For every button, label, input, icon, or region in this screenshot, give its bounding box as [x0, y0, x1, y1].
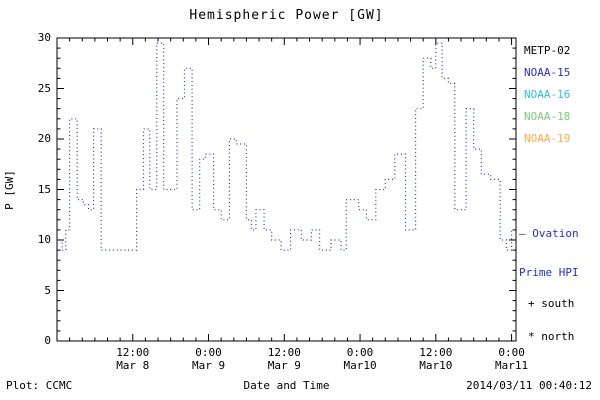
y-tick-label: 10	[37, 233, 51, 246]
y-tick-label: 15	[37, 182, 51, 196]
ovation-label-line2: Prime HPI	[519, 266, 579, 279]
legend-item-noaa-16: NOAA-16	[524, 88, 571, 101]
x-tick-date: Mar10	[419, 359, 453, 372]
ovation-label-line1: — Ovation	[519, 227, 579, 240]
y-tick-label: 20	[37, 132, 51, 145]
y-tick-label: 0	[44, 334, 51, 347]
ovation-hpi-label: — Ovation Prime HPI	[519, 201, 579, 305]
x-tick-date: Mar11	[495, 359, 529, 372]
y-tick-label: 30	[37, 31, 51, 44]
x-tick-date: Mar 8	[116, 359, 150, 372]
x-tick-time: 0:00	[346, 346, 374, 359]
x-tick-date: Mar10	[343, 359, 377, 372]
generation-timestamp: 2014/03/11 00:40:12	[466, 379, 592, 392]
x-tick-date: Mar 9	[267, 359, 301, 372]
satellite-legend: METP-02 NOAA-15 NOAA-16 NOAA-18 NOAA-19	[524, 40, 570, 150]
north-marker-label: * north	[528, 330, 575, 343]
plot-source-label: Plot: CCMC	[6, 379, 73, 392]
x-tick-time: 12:00	[419, 346, 453, 359]
y-tick-label: 5	[44, 283, 51, 297]
x-tick-date: Mar 9	[191, 359, 226, 372]
y-tick-label: 25	[37, 81, 51, 95]
x-tick-time: 0:00	[498, 346, 525, 359]
south-marker-label: + south	[528, 297, 575, 310]
legend-item-noaa-18: NOAA-18	[524, 110, 571, 123]
x-tick-time: 12:00	[267, 346, 301, 359]
legend-item-metp-02: METP-02	[524, 44, 571, 57]
legend-item-noaa-15: NOAA-15	[524, 66, 571, 79]
chart-title: Hemispheric Power [GW]	[189, 8, 384, 23]
legend-item-noaa-19: NOAA-19	[524, 132, 571, 145]
x-tick-time: 0:00	[195, 346, 222, 359]
x-axis-title: Date and Time	[243, 379, 330, 392]
x-tick-time: 12:00	[116, 346, 150, 359]
